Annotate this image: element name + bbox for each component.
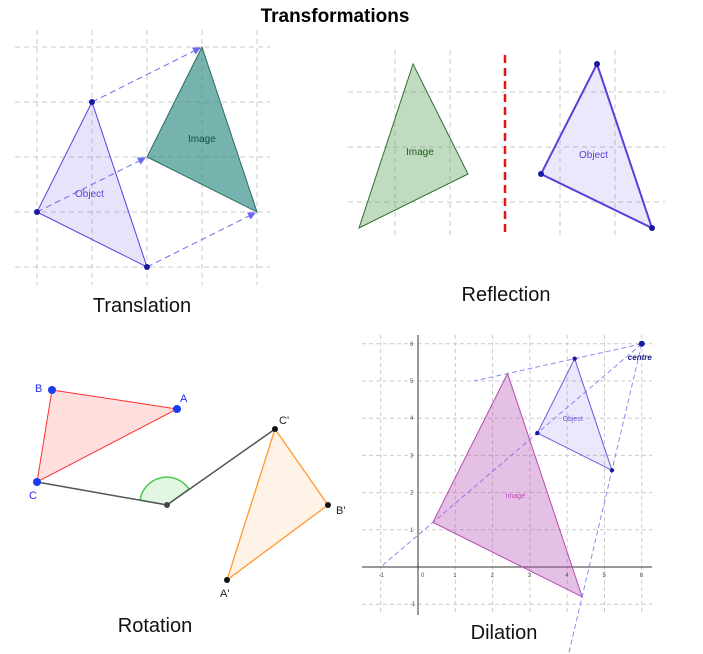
x-tick-label: 1 [453,573,457,579]
dilation-object-point [535,430,540,436]
figure-title: Transformations [260,6,410,27]
dilation-object-point [572,356,577,361]
x-tick-label: 4 [565,573,569,579]
label-A-prime: A' [220,588,229,600]
translation-points [34,99,150,270]
label-B-prime: B' [336,505,345,517]
x-tick-label: 0 [421,573,425,579]
x-tick-label: 3 [528,573,532,579]
rotation-angle-arc [139,476,191,506]
rotation-panel: B A C C' B' A' [29,383,345,600]
label-A: A [180,393,188,405]
x-tick-label: -1 [379,573,385,579]
y-tick-label: 5 [410,379,414,385]
y-tick-label: 2 [410,491,414,497]
reflection-points [538,61,655,231]
dilation-ray [473,343,642,382]
dilation-centre-point [638,340,645,347]
caption-dilation: Dilation [470,622,538,644]
y-tick-label: 3 [410,453,414,459]
dilation-image-label: Image [506,493,526,500]
rotation-object-points [33,386,181,486]
dilation-ray [568,343,643,654]
x-tick-label: 2 [491,573,495,579]
reflection-panel: Image Object [348,50,665,236]
reflection-image-label: Image [406,147,434,158]
translation-vectors [36,47,256,268]
dilation-panel: -1 0 1 2 3 4 5 6 -1 1 2 3 4 5 6 centre Object Image [362,335,652,654]
translation-object-label: Object [75,189,104,200]
x-tick-label: 6 [640,573,644,579]
label-B: B [35,383,42,395]
dilation-object-point [609,468,615,473]
centre-label: centre [628,353,653,362]
y-tick-label: 1 [410,528,414,534]
dilation-image [432,372,583,598]
dilation-object-label: Object [563,416,583,423]
reflection-object [539,61,654,230]
label-C-prime: C' [279,415,289,427]
translation-image-label: Image [188,134,216,145]
rotation-image-points [164,426,331,583]
y-tick-label: -1 [410,602,416,608]
y-tick-label: 4 [410,416,414,422]
x-tick-label: 5 [603,573,607,579]
reflection-grid [348,50,665,235]
translation-panel: Object Image [15,30,270,285]
dilation-object [536,357,613,472]
y-tick-label: 6 [410,342,414,348]
reflection-image [358,62,469,229]
translation-image [146,45,258,213]
rotation-object [36,389,179,483]
caption-reflection: Reflection [461,284,551,306]
dilation-ray [380,343,643,568]
caption-rotation: Rotation [117,615,193,637]
caption-translation: Translation [92,295,192,317]
rotation-image [225,427,329,582]
reflection-object-label: Object [579,150,608,161]
label-C: C [29,490,37,502]
